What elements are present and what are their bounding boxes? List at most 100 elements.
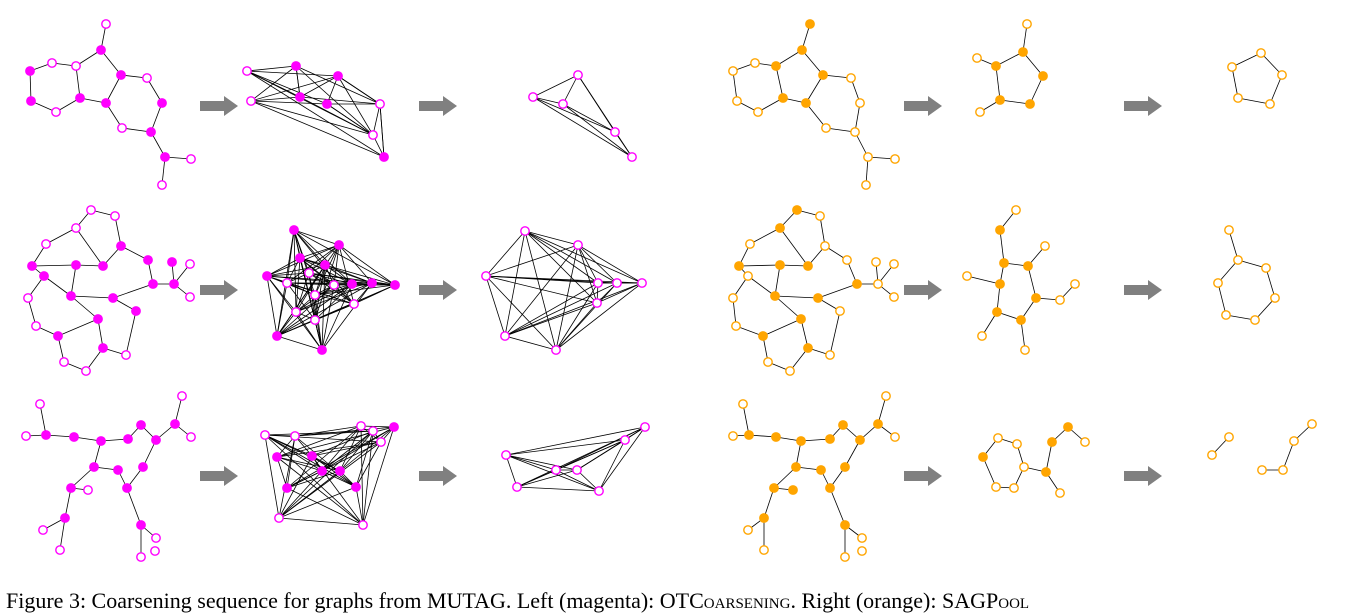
- graph-edge: [100, 49, 122, 76]
- graph-node: [389, 422, 399, 432]
- graph-node: [745, 239, 755, 249]
- graph-node: [528, 92, 538, 102]
- graph-node: [347, 279, 357, 289]
- graph-node: [820, 241, 830, 251]
- graph-node: [743, 525, 753, 535]
- graph-node: [1224, 225, 1234, 235]
- graph-node: [368, 426, 378, 436]
- graph-node: [775, 260, 785, 270]
- graph-node: [307, 451, 317, 461]
- graph-node: [71, 223, 81, 233]
- graph-edge: [120, 245, 149, 261]
- right-arrow-icon: [904, 96, 942, 116]
- graph-edge: [264, 434, 357, 488]
- graph-edge: [286, 441, 382, 489]
- graph-node: [734, 261, 744, 271]
- graph-node: [838, 420, 848, 430]
- graph-node: [728, 66, 738, 76]
- graph-edge: [321, 284, 335, 351]
- graph-edge: [250, 96, 301, 102]
- graph-node: [27, 261, 37, 271]
- right-arrow-icon: [200, 96, 238, 116]
- graph-node: [136, 552, 146, 562]
- graph-edge: [105, 74, 122, 104]
- graph-edge: [250, 100, 385, 158]
- graph-edge: [775, 65, 784, 99]
- graph-node: [1020, 345, 1030, 355]
- graph-node: [1270, 293, 1280, 303]
- graph-node: [376, 437, 386, 447]
- figure-caption: Figure 3: Coarsening sequence for graphs…: [6, 588, 1355, 614]
- graph-edge: [775, 49, 803, 67]
- graph-edge: [311, 455, 341, 472]
- graph-node: [55, 545, 65, 555]
- graph-edge: [1228, 229, 1239, 261]
- graph-edge: [1254, 297, 1276, 321]
- graph-edge: [286, 470, 341, 489]
- graph-edge: [774, 264, 781, 297]
- graph-edge: [278, 430, 374, 519]
- graph-edge: [362, 426, 395, 526]
- graph-edge: [333, 244, 340, 286]
- graph-node: [148, 279, 158, 289]
- graph-node: [850, 127, 860, 137]
- graph-edge: [299, 96, 381, 105]
- magenta-graph: [260, 421, 399, 530]
- graph-node: [792, 205, 802, 215]
- graph-node: [890, 432, 900, 442]
- graph-edge: [829, 487, 846, 526]
- magenta-graph: [481, 226, 647, 355]
- graph-node: [113, 465, 123, 475]
- graph-edge: [308, 272, 353, 285]
- graph-edge: [829, 310, 841, 356]
- graph-edge: [524, 230, 618, 284]
- graph-edge: [524, 230, 557, 351]
- graph-edge: [250, 65, 297, 102]
- graph-node: [333, 71, 343, 81]
- graph-edge: [246, 65, 297, 72]
- graph-edge: [485, 275, 598, 304]
- graph-node: [743, 271, 753, 281]
- graph-node: [66, 291, 76, 301]
- graph-node: [551, 345, 561, 355]
- graph-edge: [308, 272, 396, 286]
- caption-method-left: OTCoarsening: [659, 588, 791, 613]
- graph-edge: [504, 302, 598, 337]
- graph-edge: [321, 470, 357, 488]
- graph-edge: [286, 282, 316, 296]
- graph-node: [322, 99, 332, 109]
- graph-node: [390, 280, 400, 290]
- graph-edge: [999, 99, 1031, 105]
- graph-node: [873, 419, 883, 429]
- graph-edge: [1260, 52, 1283, 76]
- graph-edge: [326, 103, 374, 136]
- graph-node: [260, 430, 270, 440]
- graph-edge: [75, 227, 104, 267]
- graph-edge: [276, 282, 373, 337]
- graph-edge: [562, 74, 579, 105]
- graph-edge: [294, 426, 395, 437]
- graph-node: [816, 465, 826, 475]
- graph-node: [1277, 70, 1287, 80]
- graph-node: [242, 66, 252, 76]
- graph-edge: [295, 272, 310, 313]
- graph-edge: [324, 264, 373, 284]
- graph-node: [108, 293, 118, 303]
- graph-node: [246, 96, 256, 106]
- graph-node: [304, 268, 314, 278]
- graph-node: [25, 66, 35, 76]
- graph-edge: [321, 430, 374, 472]
- graph-node: [771, 432, 781, 442]
- graph-node: [796, 314, 806, 324]
- orange-graph: [1213, 225, 1280, 325]
- right-arrow-icon: [1124, 280, 1162, 300]
- graph-node: [637, 278, 647, 288]
- graph-node: [840, 552, 850, 562]
- graph-node: [136, 420, 146, 430]
- graph-edge: [264, 430, 374, 436]
- graph-node: [995, 225, 1005, 235]
- caption-method-right: SAGPool: [941, 588, 1030, 613]
- graph-edge: [516, 486, 600, 492]
- graph-edge: [299, 244, 340, 259]
- graph-edge: [817, 283, 858, 299]
